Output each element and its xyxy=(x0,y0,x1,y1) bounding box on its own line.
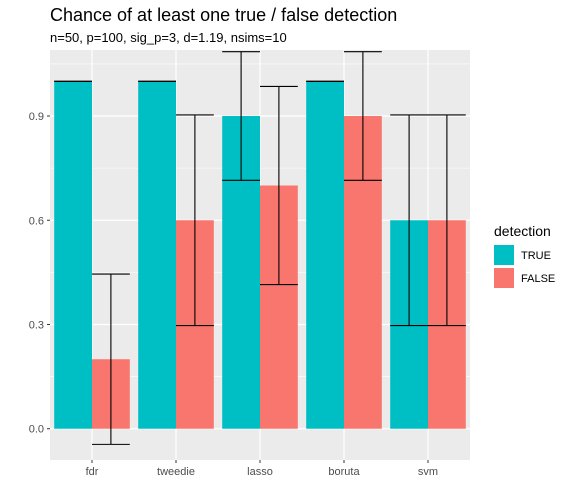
legend-key-true xyxy=(494,245,514,265)
y-tick-label-2: 0.6 xyxy=(29,215,44,227)
error-bar-false-tweedie xyxy=(176,114,214,327)
legend-key-false xyxy=(494,268,514,288)
error-bar-false-fdr xyxy=(92,273,130,445)
error-bar-false-svm xyxy=(428,114,466,327)
error-bar-true-svm xyxy=(390,114,428,327)
bar-true-fdr xyxy=(54,81,92,429)
legend-label-true: TRUE xyxy=(521,250,551,262)
error-bar-false-boruta xyxy=(344,51,382,181)
x-tick-label-fdr: fdr xyxy=(86,466,99,478)
x-tick-label-svm: svm xyxy=(418,466,438,478)
error-bars xyxy=(54,51,466,445)
bars xyxy=(54,81,466,429)
y-axis: 0.0 0.3 0.6 0.9 xyxy=(29,111,50,436)
legend-title: detection xyxy=(494,223,551,239)
error-bar-true-lasso xyxy=(222,51,260,181)
x-axis: fdr tweedie lasso boruta svm xyxy=(86,460,438,478)
chart-title: Chance of at least one true / false dete… xyxy=(50,5,397,25)
y-tick-label-1: 0.3 xyxy=(29,319,44,331)
chart-subtitle: n=50, p=100, sig_p=3, d=1.19, nsims=10 xyxy=(50,30,287,45)
bar-true-tweedie xyxy=(138,81,176,429)
bar-true-boruta xyxy=(306,81,344,429)
legend: detection TRUE FALSE xyxy=(494,223,555,288)
x-tick-label-boruta: boruta xyxy=(328,466,360,478)
y-tick-label-0: 0.0 xyxy=(29,424,44,436)
legend-label-false: FALSE xyxy=(521,273,555,285)
x-tick-label-tweedie: tweedie xyxy=(157,466,195,478)
x-tick-label-lasso: lasso xyxy=(247,466,273,478)
y-tick-label-3: 0.9 xyxy=(29,111,44,123)
error-bar-false-lasso xyxy=(260,85,298,286)
